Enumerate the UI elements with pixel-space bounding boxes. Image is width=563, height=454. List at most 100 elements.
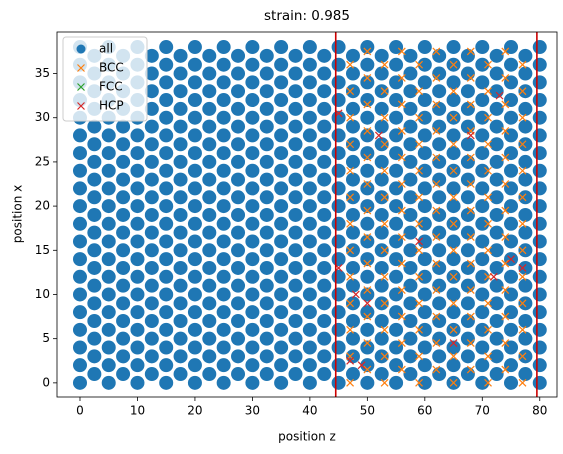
point (363, 153, 372, 162)
point (317, 225, 332, 240)
point (397, 259, 406, 268)
point (432, 365, 441, 374)
point (274, 287, 289, 302)
point (274, 110, 289, 125)
point (518, 278, 533, 293)
point (187, 199, 202, 214)
point (72, 252, 87, 267)
point (475, 199, 490, 214)
point (130, 146, 145, 161)
point (346, 60, 355, 69)
point (245, 269, 260, 284)
point (475, 181, 490, 196)
x-tick-label: 40 (302, 404, 317, 418)
point (274, 358, 289, 373)
point (484, 166, 492, 175)
point (484, 87, 492, 96)
point (374, 349, 389, 364)
point (202, 119, 217, 134)
point (449, 219, 458, 228)
point (489, 331, 504, 346)
point (72, 146, 87, 161)
point (489, 190, 504, 205)
point (489, 48, 504, 63)
point (475, 322, 490, 337)
point (231, 367, 246, 382)
point (159, 93, 174, 108)
point (518, 349, 533, 364)
point (187, 181, 202, 196)
point (331, 252, 346, 267)
point (302, 216, 317, 231)
point (72, 322, 87, 337)
point (475, 75, 490, 90)
point (357, 361, 366, 370)
point (87, 296, 102, 311)
point (489, 101, 504, 116)
point (403, 349, 418, 364)
point (518, 246, 527, 255)
point (259, 154, 274, 169)
point (417, 322, 432, 337)
point (380, 246, 389, 255)
point (288, 331, 303, 346)
point (144, 260, 159, 275)
point (446, 358, 461, 373)
point (417, 146, 432, 161)
point (403, 48, 418, 63)
point (360, 40, 375, 55)
point (216, 163, 231, 178)
point (518, 84, 533, 99)
point (518, 225, 533, 240)
point (101, 181, 116, 196)
point (259, 48, 274, 63)
point (504, 340, 519, 355)
point (489, 154, 504, 169)
point (288, 48, 303, 63)
legend: all BCC FCC HCP (62, 36, 148, 122)
y-tick-label: 0 (42, 375, 50, 389)
point (187, 375, 202, 390)
point (144, 225, 159, 240)
point (345, 296, 360, 311)
point (274, 322, 289, 337)
point (501, 339, 510, 348)
point (317, 101, 332, 116)
point (173, 225, 188, 240)
point (501, 100, 510, 109)
point (360, 340, 375, 355)
point (374, 101, 389, 116)
point (518, 113, 527, 122)
point (159, 305, 174, 320)
point (216, 358, 231, 373)
point (345, 154, 360, 169)
point (501, 74, 510, 82)
point (389, 146, 404, 161)
point (415, 246, 423, 255)
point (302, 358, 317, 373)
point (397, 286, 406, 294)
point (202, 296, 217, 311)
point (288, 207, 303, 222)
point (159, 75, 174, 90)
legend-marker (76, 44, 86, 54)
point (274, 269, 289, 284)
point (432, 206, 441, 215)
point (259, 349, 274, 364)
point (495, 91, 504, 100)
point (475, 110, 490, 125)
point (302, 163, 317, 178)
point (259, 207, 274, 222)
point (345, 137, 360, 152)
x-tick-label: 50 (360, 404, 375, 418)
point (245, 146, 260, 161)
point (231, 207, 246, 222)
point (389, 287, 404, 302)
point (130, 322, 145, 337)
point (317, 349, 332, 364)
point (259, 313, 274, 328)
point (144, 172, 159, 187)
point (245, 93, 260, 108)
point (415, 193, 423, 202)
